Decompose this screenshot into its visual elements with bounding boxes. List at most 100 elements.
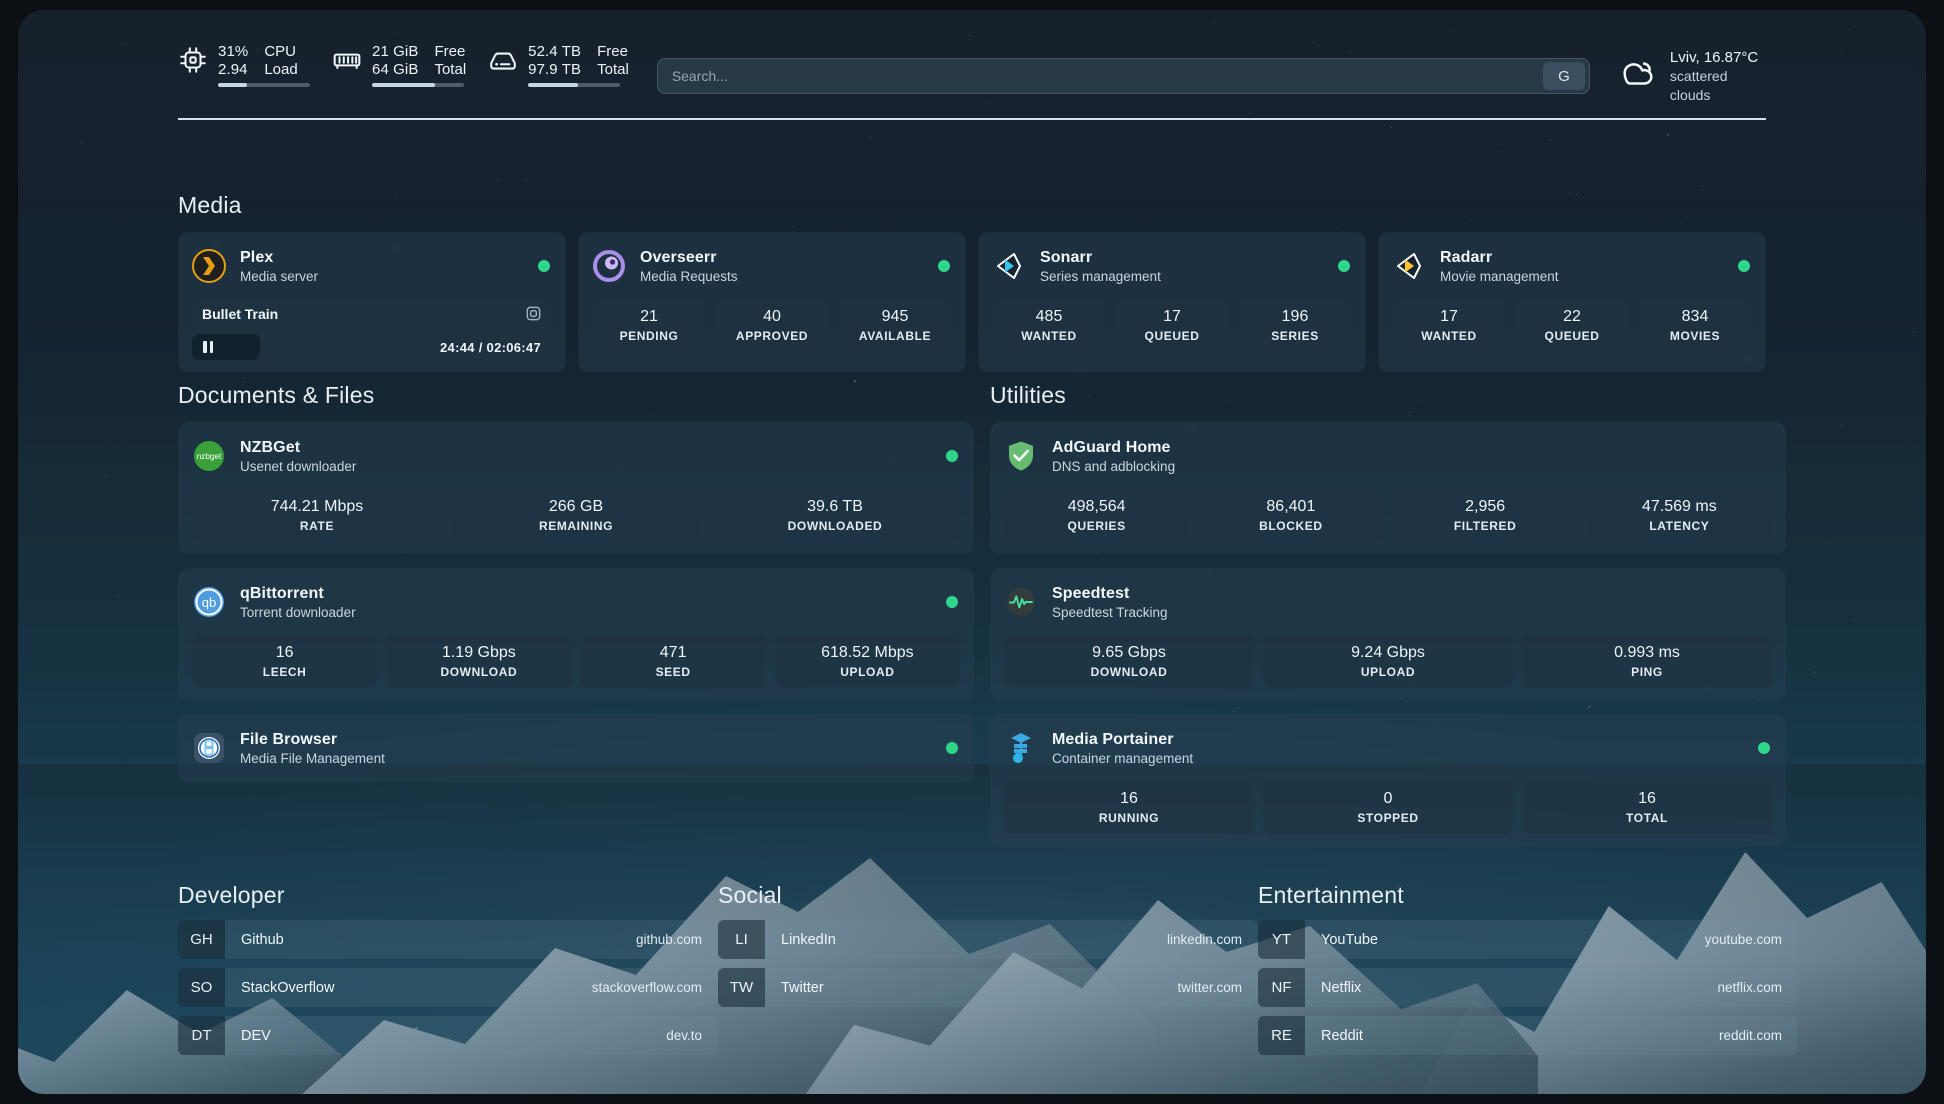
playback-progress-bar[interactable]: 24:44 / 02:06:47 — [192, 334, 552, 360]
stat-value: 266 GB — [548, 498, 604, 515]
stat-label: WANTED — [1421, 329, 1477, 343]
stat-tile[interactable]: 47.569 ms LATENCY — [1586, 489, 1772, 542]
service-card[interactable]: AdGuard Home DNS and adblocking 498,564 … — [990, 422, 1786, 554]
section-title-developer: Developer — [178, 882, 285, 908]
stat-tile[interactable]: 22 QUEUED — [1515, 299, 1629, 352]
metric-label-primary: Free — [597, 43, 628, 60]
section-title-entertainment: Entertainment — [1258, 882, 1404, 908]
now-playing-row[interactable]: Bullet Train — [192, 299, 552, 328]
service-card[interactable]: File Browser Media File Management — [178, 714, 974, 782]
stat-tile[interactable]: 196 SERIES — [1238, 299, 1352, 352]
bookmark-item[interactable]: RE Reddit reddit.com — [1258, 1016, 1798, 1055]
pause-icon[interactable] — [203, 341, 213, 353]
service-card[interactable]: Overseerr Media Requests 21 PENDING 40 A… — [578, 232, 966, 372]
status-indicator-online — [538, 260, 550, 272]
search-engine-button[interactable]: G — [1542, 62, 1585, 90]
stat-label: TOTAL — [1626, 811, 1668, 825]
nzbget-icon: nzbget — [192, 439, 226, 473]
stat-value: 16 — [1120, 790, 1138, 807]
stat-tile[interactable]: 17 QUEUED — [1115, 299, 1229, 352]
service-card[interactable]: qb qBittorrent Torrent downloader 16 LEE… — [178, 568, 974, 700]
stat-tile[interactable]: 945 AVAILABLE — [838, 299, 952, 352]
stat-tile[interactable]: 0 STOPPED — [1263, 781, 1513, 834]
metric-label-primary: Free — [434, 43, 466, 60]
bookmark-name: LinkedIn — [781, 931, 836, 948]
stat-value: 9.65 Gbps — [1092, 644, 1166, 661]
stat-value: 834 — [1681, 308, 1709, 325]
stat-tile[interactable]: 1.19 Gbps DOWNLOAD — [386, 635, 572, 688]
bookmark-item[interactable]: SO StackOverflow stackoverflow.com — [178, 968, 718, 1007]
stat-tile[interactable]: 834 MOVIES — [1638, 299, 1752, 352]
status-indicator-online — [1338, 260, 1350, 272]
bookmark-url: twitter.com — [1177, 980, 1242, 995]
bookmark-item[interactable]: TW Twitter twitter.com — [718, 968, 1258, 1007]
bookmark-abbr: RE — [1258, 1016, 1305, 1055]
metric-disk: 52.4 TB 97.9 TB Free Total — [488, 43, 629, 87]
stat-row: 498,564 QUERIES 86,401 BLOCKED 2,956 FIL… — [1004, 489, 1772, 542]
search-bar[interactable]: G — [656, 58, 1590, 94]
stat-tile[interactable]: 17 WANTED — [1392, 299, 1506, 352]
metric-value-primary: 52.4 TB — [528, 43, 582, 60]
weather-location-temp: Lviv, 16.87°C — [1669, 48, 1759, 66]
bookmark-abbr: GH — [178, 920, 225, 959]
stat-label: BLOCKED — [1259, 519, 1323, 533]
stat-tile[interactable]: 618.52 Mbps UPLOAD — [774, 635, 960, 688]
stat-tile[interactable]: 86,401 BLOCKED — [1198, 489, 1384, 542]
stat-tile[interactable]: 485 WANTED — [992, 299, 1106, 352]
stat-tile[interactable]: 40 APPROVED — [715, 299, 829, 352]
service-card[interactable]: nzbget NZBGet Usenet downloader 744.21 M… — [178, 422, 974, 554]
service-card[interactable]: Sonarr Series management 485 WANTED 17 Q… — [978, 232, 1366, 372]
cloud-icon — [1618, 56, 1658, 96]
bookmark-abbr: TW — [718, 968, 765, 1007]
stat-tile[interactable]: 16 TOTAL — [1522, 781, 1772, 834]
bookmark-item[interactable]: NF Netflix netflix.com — [1258, 968, 1798, 1007]
stat-value: 1.19 Gbps — [441, 644, 516, 661]
stat-tile[interactable]: 9.65 Gbps DOWNLOAD — [1004, 635, 1254, 688]
stat-label: LATENCY — [1649, 519, 1710, 533]
bookmark-item[interactable]: DT DEV dev.to — [178, 1016, 718, 1055]
stat-label: STOPPED — [1357, 811, 1419, 825]
stat-label: PING — [1631, 665, 1663, 679]
stat-tile[interactable]: 0.993 ms PING — [1522, 635, 1772, 688]
stat-tile[interactable]: 744.21 Mbps RATE — [192, 489, 442, 542]
stat-value: 17 — [1163, 308, 1181, 325]
service-description: Media server — [240, 268, 319, 284]
svg-text:nzbget: nzbget — [197, 452, 222, 461]
service-card[interactable]: Plex Media server Bullet Train 24:44 / 0… — [178, 232, 566, 372]
metric-value-secondary: 97.9 TB — [528, 61, 582, 78]
stat-tile[interactable]: 266 GB REMAINING — [451, 489, 701, 542]
stat-label: UPLOAD — [840, 665, 895, 679]
bookmark-url: github.com — [635, 932, 702, 947]
stat-label: SEED — [655, 665, 691, 679]
bookmark-name: YouTube — [1321, 931, 1378, 948]
stat-tile[interactable]: 39.6 TB DOWNLOADED — [710, 489, 960, 542]
bookmark-item[interactable]: LI LinkedIn linkedin.com — [718, 920, 1258, 959]
service-name: File Browser — [240, 730, 338, 748]
service-card[interactable]: Media Portainer Container management 16 … — [990, 714, 1786, 846]
stat-value: 16 — [1638, 790, 1656, 807]
stat-value: 9.24 Gbps — [1351, 644, 1425, 661]
bookmark-item[interactable]: YT YouTube youtube.com — [1258, 920, 1798, 959]
memory-icon — [332, 45, 362, 75]
stat-value: 39.6 TB — [807, 498, 863, 515]
weather-widget[interactable]: Lviv, 16.87°C scattered clouds — [1618, 48, 1766, 105]
now-playing-title: Bullet Train — [202, 305, 279, 322]
cast-icon[interactable] — [525, 305, 542, 322]
stat-tile[interactable]: 16 RUNNING — [1004, 781, 1254, 834]
stat-tile[interactable]: 21 PENDING — [592, 299, 706, 352]
stat-tile[interactable]: 498,564 QUERIES — [1004, 489, 1190, 542]
stat-tile[interactable]: 2,956 FILTERED — [1392, 489, 1578, 542]
stat-tile[interactable]: 471 SEED — [580, 635, 766, 688]
stat-tile[interactable]: 9.24 Gbps UPLOAD — [1263, 635, 1513, 688]
search-input[interactable] — [657, 59, 1543, 93]
radarr-icon — [1392, 249, 1426, 283]
service-card[interactable]: Speedtest Speedtest Tracking 9.65 Gbps D… — [990, 568, 1786, 700]
metric-value-primary: 31% — [218, 43, 249, 60]
service-name: qBittorrent — [240, 584, 324, 602]
bookmark-url: youtube.com — [1704, 932, 1782, 947]
service-card[interactable]: Radarr Movie management 17 WANTED 22 QUE… — [1378, 232, 1766, 372]
bookmark-item[interactable]: GH Github github.com — [178, 920, 718, 959]
stat-value: 196 — [1281, 308, 1309, 325]
service-description: Torrent downloader — [240, 604, 356, 620]
stat-tile[interactable]: 16 LEECH — [192, 635, 378, 688]
